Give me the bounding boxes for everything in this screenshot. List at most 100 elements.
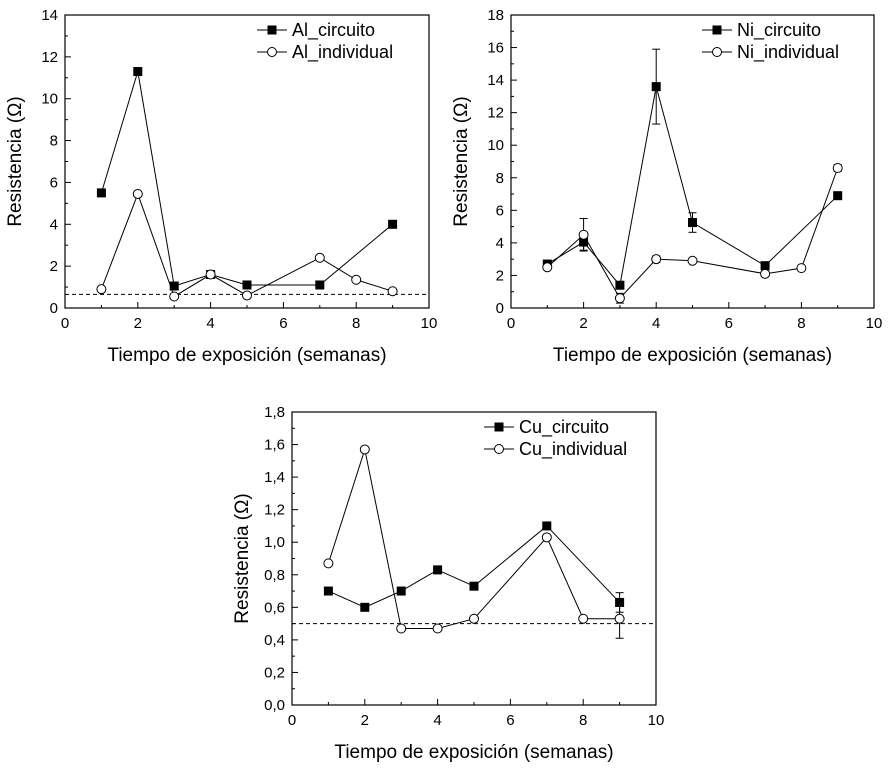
al-circuito-point	[388, 219, 398, 229]
ni-individual-point	[832, 163, 843, 174]
x-tick-label: 10	[648, 712, 665, 729]
x-tick-label: 4	[206, 315, 214, 332]
al-circuito-point	[242, 280, 252, 290]
legend-marker	[267, 47, 277, 57]
legend-marker	[712, 25, 722, 35]
cu-circuito-point	[542, 521, 552, 531]
cu-individual-point	[578, 613, 589, 624]
al-individual-point	[132, 188, 143, 199]
y-tick-label: 1,0	[264, 534, 285, 551]
legend-cu-circuito: Cu_circuito	[519, 417, 609, 438]
al-individual-point	[205, 269, 216, 280]
ni-panel: 0 2 4 6 8 10 0 2 4 6 8 10 12 14 16 18 Tiempo de exposici…	[451, 7, 882, 366]
x-tick-label: 2	[361, 712, 369, 729]
x-tick-label: 2	[134, 315, 142, 332]
x-tick-label: 6	[506, 712, 514, 729]
ni-circuito-line	[547, 86, 839, 287]
y-tick-label: 1,6	[264, 437, 285, 454]
y-tick-label: 14	[487, 72, 504, 89]
ni-individual-point	[796, 263, 807, 274]
x-axis-label: Tiempo de exposición (semanas)	[334, 742, 613, 763]
y-axis-label: Resistencia (Ω)	[232, 493, 253, 623]
x-tick-label: 4	[652, 315, 660, 332]
y-tick-label: 8	[496, 170, 504, 187]
cu-individual-point	[614, 613, 625, 624]
ni-individual-point	[542, 262, 553, 273]
x-tick-label: 10	[866, 315, 883, 332]
x-tick-label: 0	[61, 315, 69, 332]
cu-individual-line	[327, 447, 620, 629]
x-tick-label: 6	[279, 315, 287, 332]
x-tick-label: 0	[507, 315, 515, 332]
cu-circuito-line	[328, 525, 620, 608]
legend-marker	[494, 422, 504, 432]
ni-circuito-point	[833, 191, 843, 201]
ni-circuito-point	[615, 280, 625, 290]
y-tick-label: 4	[496, 235, 504, 252]
legend-cu-individual: Cu_individual	[519, 439, 627, 460]
ni-individual-point	[651, 254, 662, 265]
x-tick-label: 4	[433, 712, 441, 729]
y-tick-label: 0,4	[264, 632, 285, 649]
y-axis-label: Resistencia (Ω)	[5, 96, 26, 226]
legend-marker	[494, 444, 504, 454]
x-tick-label: 8	[352, 315, 360, 332]
al-circuito-point	[133, 67, 143, 77]
y-tick-label: 0,0	[264, 697, 285, 714]
al-individual-line	[100, 192, 393, 298]
x-tick-label: 0	[288, 712, 296, 729]
cu-circuito-point	[469, 581, 479, 591]
legend-marker	[712, 47, 722, 57]
x-tick-label: 10	[421, 315, 438, 332]
ni-individual-point	[687, 255, 698, 266]
y-tick-label: 2	[496, 267, 504, 284]
y-tick-label: 10	[41, 91, 58, 108]
ni-circuito-point	[760, 261, 770, 271]
y-tick-label: 12	[41, 49, 58, 66]
ni-individual-point	[614, 293, 625, 304]
ni-circuito-point	[651, 82, 661, 92]
y-tick-label: 6	[496, 202, 504, 219]
al-individual-point	[242, 290, 252, 301]
al-individual-point	[351, 274, 362, 285]
y-tick-label: 18	[487, 7, 504, 24]
y-tick-label: 4	[50, 216, 58, 233]
y-tick-label: 0,2	[264, 664, 285, 681]
al-panel: 0 2 4 6 8 10 0 2 4 6 8 10 12 14 Tiempo de exposición (…	[5, 7, 437, 366]
al-individual-point	[169, 291, 180, 302]
ni-individual-point	[578, 229, 589, 240]
al-circuito-point	[169, 281, 179, 291]
y-tick-label: 16	[487, 40, 504, 57]
al-circuito-line	[100, 71, 393, 287]
legend-ni-individual: Ni_individual	[737, 42, 839, 63]
legend-marker	[267, 25, 277, 35]
legend-al-circuito: Al_circuito	[292, 20, 375, 41]
x-tick-label: 2	[579, 315, 587, 332]
y-tick-label: 14	[41, 7, 58, 24]
cu-individual-point	[541, 532, 552, 543]
cu-individual-point	[396, 623, 407, 634]
cu-individual-point	[359, 444, 370, 455]
ni-circuito-point	[688, 218, 697, 228]
cu-circuito-point	[396, 586, 406, 596]
x-axis-label: Tiempo de exposición (semanas)	[107, 345, 386, 366]
al-circuito-point	[96, 188, 106, 198]
y-tick-label: 0,6	[264, 599, 285, 616]
y-tick-label: 2	[50, 258, 58, 275]
x-tick-label: 8	[579, 712, 587, 729]
y-tick-label: 0	[496, 300, 504, 317]
ni-individual-point	[760, 268, 771, 279]
cu-panel: 0 2 4 6 8 10 0,0 0,2 0,4 0,6 0,8 1,0 1,2 1,4 1,6 1,8 Tie…	[232, 404, 664, 763]
y-tick-label: 8	[50, 133, 58, 150]
y-tick-label: 10	[487, 137, 504, 154]
y-tick-label: 1,2	[264, 502, 285, 519]
al-individual-point	[314, 252, 325, 263]
y-tick-label: 1,4	[264, 469, 285, 486]
al-individual-point	[387, 286, 398, 297]
y-tick-label: 12	[487, 105, 504, 122]
y-tick-label: 0,8	[264, 567, 285, 584]
cu-individual-point	[469, 613, 479, 624]
cu-circuito-point	[360, 602, 370, 612]
x-tick-label: 6	[725, 315, 733, 332]
